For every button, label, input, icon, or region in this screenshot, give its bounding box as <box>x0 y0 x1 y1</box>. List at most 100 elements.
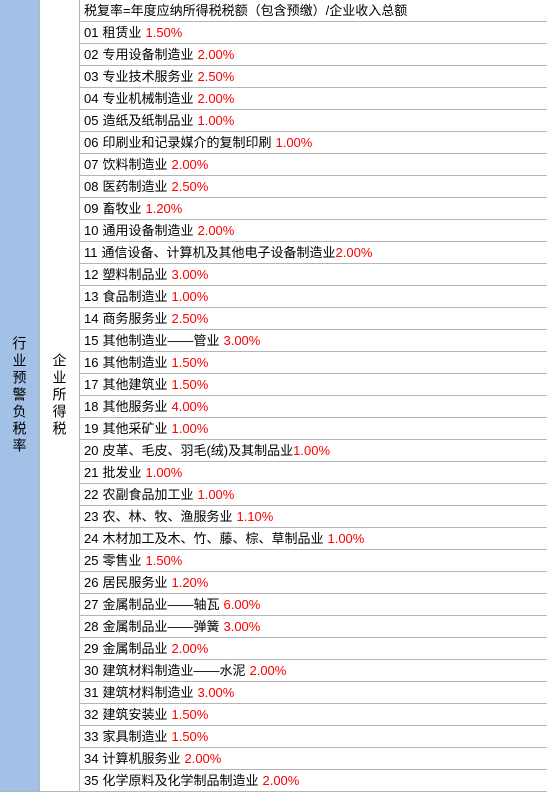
table-row: 04专业机械制造业2.00% <box>80 88 547 110</box>
tax-rate: 2.00% <box>171 157 208 172</box>
subcategory-label: 企业所得税 <box>50 353 70 438</box>
row-number: 31 <box>84 685 98 700</box>
row-number: 18 <box>84 399 98 414</box>
row-number: 05 <box>84 113 98 128</box>
table-row: 09畜牧业1.20% <box>80 198 547 220</box>
row-number: 34 <box>84 751 98 766</box>
industry-label: 畜牧业 <box>102 201 141 216</box>
table-row: 10通用设备制造业2.00% <box>80 220 547 242</box>
industry-label: 金属制品业——弹簧 <box>102 619 219 634</box>
table-row: 07 饮料制造业 2.00% <box>80 154 547 176</box>
formula-header: 税复率=年度应纳所得税税额（包含预缴）/企业收入总额 <box>80 0 547 22</box>
industry-label: 专业机械制造业 <box>102 91 193 106</box>
row-number: 01 <box>84 25 98 40</box>
table-row: 06印刷业和记录媒介的复制印刷1.00% <box>80 132 547 154</box>
industry-label: 农、林、牧、渔服务业 <box>102 509 232 524</box>
industry-label: 其他制造业——管业 <box>102 333 219 348</box>
row-number: 23 <box>84 509 98 524</box>
table-row: 29金属制品业2.00% <box>80 638 547 660</box>
industry-label: 批发业 <box>102 465 141 480</box>
row-number: 06 <box>84 135 98 150</box>
industry-label: 建筑材料制造业——水泥 <box>102 663 245 678</box>
table-row: 23 农、林、牧、渔服务业 1.10% <box>80 506 547 528</box>
tax-rate: 6.00% <box>223 597 260 612</box>
table-row: 20皮革、毛皮、羽毛(绒)及其制品业1.00% <box>80 440 547 462</box>
industry-label: 居民服务业 <box>102 575 167 590</box>
table-row: 27金属制品业——轴瓦6.00% <box>80 594 547 616</box>
tax-rate: 1.50% <box>171 729 208 744</box>
table-row: 17其他建筑业1.50% <box>80 374 547 396</box>
category-column: 行业预警负税率 <box>0 0 40 792</box>
row-number: 26 <box>84 575 98 590</box>
tax-rate: 3.00% <box>223 619 260 634</box>
tax-rate: 4.00% <box>171 399 208 414</box>
table-row: 11通信设备、计算机及其他电子设备制造业2.00% <box>80 242 547 264</box>
tax-rate: 2.00% <box>262 773 299 788</box>
table-row: 24木材加工及木、竹、藤、棕、草制品业1.00% <box>80 528 547 550</box>
tax-rate: 2.00% <box>197 91 234 106</box>
row-number: 10 <box>84 223 98 238</box>
industry-label: 商务服务业 <box>102 311 167 326</box>
industry-label: 金属制品业 <box>102 641 167 656</box>
tax-rate: 1.10% <box>236 509 273 524</box>
row-number: 11 <box>84 245 98 260</box>
table-row: 02 专用设备制造业 2.00% <box>80 44 547 66</box>
industry-label: 专业技术服务业 <box>102 69 193 84</box>
tax-rate: 1.00% <box>171 289 208 304</box>
row-number: 16 <box>84 355 98 370</box>
industry-label: 其他服务业 <box>102 399 167 414</box>
industry-label: 通信设备、计算机及其他电子设备制造业 <box>102 245 336 260</box>
tax-rate: 2.50% <box>171 311 208 326</box>
row-number: 22 <box>84 487 98 502</box>
industry-label: 其他采矿业 <box>102 421 167 436</box>
tax-rate: 2.50% <box>171 179 208 194</box>
table-row: 30 建筑材料制造业——水泥 2.00% <box>80 660 547 682</box>
row-number: 12 <box>84 267 98 282</box>
table-row: 32建筑安装业1.50% <box>80 704 547 726</box>
tax-rate: 2.00% <box>249 663 286 678</box>
table-row: 18 其他服务业 4.00% <box>80 396 547 418</box>
industry-label: 饮料制造业 <box>102 157 167 172</box>
table-row: 31 建筑材料制造业 3.00% <box>80 682 547 704</box>
tax-rate: 1.00% <box>275 135 312 150</box>
row-number: 14 <box>84 311 98 326</box>
industry-label: 建筑材料制造业 <box>102 685 193 700</box>
tax-rate: 1.50% <box>171 377 208 392</box>
table-row: 34计算机服务业2.00% <box>80 748 547 770</box>
industry-label: 木材加工及木、竹、藤、棕、草制品业 <box>102 531 323 546</box>
table-row: 08 医药制造业 2.50% <box>80 176 547 198</box>
table-row: 01租赁业1.50% <box>80 22 547 44</box>
data-column: 税复率=年度应纳所得税税额（包含预缴）/企业收入总额 01租赁业1.50% 02 专… <box>80 0 547 792</box>
tax-rate: 3.00% <box>171 267 208 282</box>
industry-label: 医药制造业 <box>102 179 167 194</box>
row-number: 02 <box>84 47 98 62</box>
table-row: 12 塑料制品业 3.00% <box>80 264 547 286</box>
table-row: 15其他制造业——管业3.00% <box>80 330 547 352</box>
subcategory-column: 企业所得税 <box>40 0 80 792</box>
row-number: 08 <box>84 179 98 194</box>
row-number: 30 <box>84 663 98 678</box>
row-number: 32 <box>84 707 98 722</box>
row-number: 07 <box>84 157 98 172</box>
tax-rate: 3.00% <box>197 685 234 700</box>
table-row: 21批发业1.00% <box>80 462 547 484</box>
row-number: 13 <box>84 289 98 304</box>
industry-label: 专用设备制造业 <box>102 47 193 62</box>
industry-label: 建筑安装业 <box>102 707 167 722</box>
industry-label: 农副食品加工业 <box>102 487 193 502</box>
table-row: 33家具制造业1.50% <box>80 726 547 748</box>
tax-rate: 1.20% <box>145 201 182 216</box>
tax-rate: 2.00% <box>171 641 208 656</box>
industry-label: 零售业 <box>102 553 141 568</box>
row-number: 24 <box>84 531 98 546</box>
tax-rate: 1.50% <box>145 553 182 568</box>
row-number: 25 <box>84 553 98 568</box>
tax-rate-table: 行业预警负税率 企业所得税 税复率=年度应纳所得税税额（包含预缴）/企业收入总额… <box>0 0 547 792</box>
row-number: 20 <box>84 443 98 458</box>
table-row: 35化学原料及化学制品制造业2.00% <box>80 770 547 792</box>
tax-rate: 1.00% <box>197 113 234 128</box>
tax-rate: 2.00% <box>197 47 234 62</box>
table-row: 05造纸及纸制品业1.00% <box>80 110 547 132</box>
table-row: 16其他制造业1.50% <box>80 352 547 374</box>
industry-label: 塑料制品业 <box>102 267 167 282</box>
